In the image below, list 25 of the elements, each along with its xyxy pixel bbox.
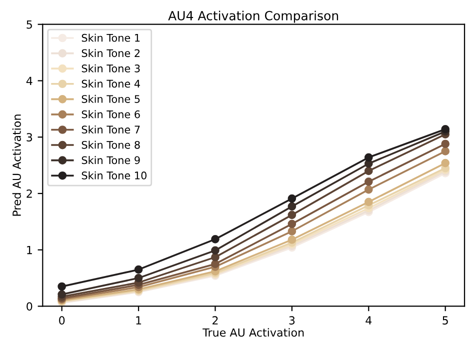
legend-label: Skin Tone 7 [82,125,140,134]
x-tick-label: 4 [366,316,372,324]
legend-label: Skin Tone 4 [82,80,140,88]
legend-label: Skin Tone 3 [82,64,140,72]
legend-label: Skin Tone 6 [82,110,140,118]
y-tick-label: 1 [27,246,32,254]
y-axis-title: Pred AU Activation [12,114,21,216]
x-tick-label: 3 [289,316,295,325]
legend-label: Skin Tone 2 [82,49,140,58]
y-tick-label: 2 [26,189,32,198]
legend-label: Skin Tone 8 [82,140,140,149]
y-tick-label: 3 [26,133,32,142]
legend-label: Skin Tone 10 [82,171,147,180]
x-tick-label: 5 [442,316,448,325]
x-tick-label: 1 [136,316,142,324]
x-tick-label: 2 [212,316,218,324]
legend-label: Skin Tone 9 [82,156,140,164]
y-tick-label: 5 [26,20,32,29]
chart-title: AU4 Activation Comparison [168,10,338,23]
x-tick-label: 0 [59,316,65,325]
legend-label: Skin Tone 1 [82,34,140,42]
legend-label: Skin Tone 5 [82,94,140,103]
y-tick-label: 0 [26,302,32,311]
x-axis-title: True AU Activation [202,328,304,337]
y-tick-label: 4 [26,76,32,85]
